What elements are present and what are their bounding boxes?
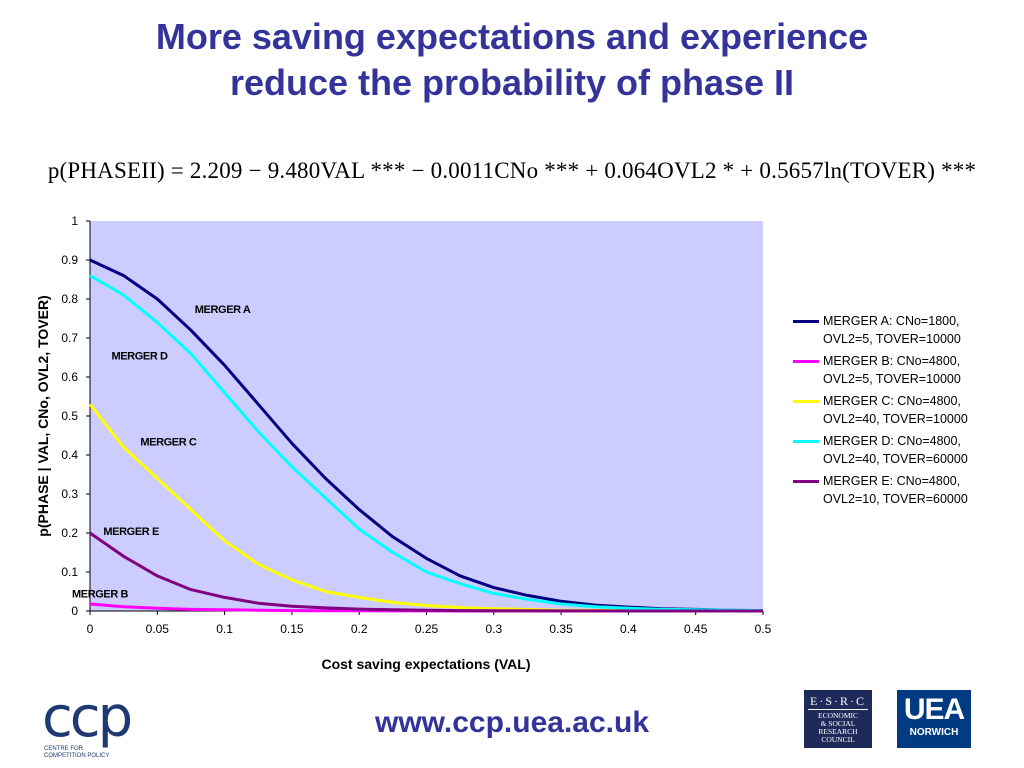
x-tick-label: 0.2 xyxy=(351,622,368,636)
esrc-logo: E·S·R·C ECONOMIC & SOCIAL RESEARCH COUNC… xyxy=(804,690,872,748)
y-tick-label: 0 xyxy=(71,604,78,618)
series-labels: MERGER A MERGER B MERGER C MERGER D MERGER E xyxy=(72,304,251,601)
legend-item: MERGER C: CNo=4800, OVL2=40, TOVER=10000 xyxy=(793,392,1018,428)
uea-logo-title: UEA xyxy=(903,693,965,726)
y-tick-label: 0.9 xyxy=(61,253,78,267)
legend-item: MERGER B: CNo=4800, OVL2=5, TOVER=10000 xyxy=(793,352,1018,388)
uea-logo-subtitle: NORWICH xyxy=(909,727,959,738)
x-tick-label: 0.05 xyxy=(146,622,170,636)
legend-item: MERGER A: CNo=1800, OVL2=5, TOVER=10000 xyxy=(793,312,1018,348)
series-label: MERGER A xyxy=(195,304,251,316)
x-tick-label: 0.4 xyxy=(620,622,637,636)
x-tick-label: 0.15 xyxy=(280,622,304,636)
legend-swatch xyxy=(793,440,819,443)
legend-swatch xyxy=(793,320,819,323)
x-tick-label: 0.5 xyxy=(755,622,772,636)
legend-swatch xyxy=(793,400,819,403)
y-tick-label: 0.2 xyxy=(61,526,78,540)
y-tick-label: 0.6 xyxy=(61,370,78,384)
legend-item: MERGER D: CNo=4800, OVL2=40, TOVER=60000 xyxy=(793,432,1018,468)
esrc-logo-title: E·S·R·C xyxy=(808,694,868,710)
x-tick-label: 0.45 xyxy=(684,622,708,636)
series-line-5 xyxy=(89,531,763,613)
legend-label: MERGER A: CNo=1800, xyxy=(823,314,960,328)
legend-label: MERGER B: CNo=4800, xyxy=(823,354,961,368)
y-tick-label: 0.8 xyxy=(61,292,78,306)
y-tick-label: 0.1 xyxy=(61,565,78,579)
esrc-logo-line-3: RESEARCH xyxy=(818,727,858,736)
legend-label: MERGER D: CNo=4800, xyxy=(823,434,961,448)
series-label: MERGER B xyxy=(72,588,129,600)
esrc-logo-line-4: COUNCIL xyxy=(821,735,855,744)
series-label: MERGER C xyxy=(140,436,197,448)
series-label: MERGER E xyxy=(103,526,159,538)
y-tick-label: 0.3 xyxy=(61,487,78,501)
legend-label: OVL2=10, TOVER=60000 xyxy=(823,492,968,506)
legend-label: MERGER C: CNo=4800, xyxy=(823,394,961,408)
legend-label: OVL2=5, TOVER=10000 xyxy=(823,332,961,346)
ccp-logo-letters: ccp xyxy=(42,685,133,750)
footer-url-link[interactable]: www.ccp.uea.ac.uk xyxy=(375,706,649,739)
axes: 0 0.05 0.1 0.15 0.2 0.25 0.3 0.35 0.4 0.45 0.5 0 0.1… xyxy=(61,214,771,636)
regression-equation: p(PHASEII) = 2.209 − 9.480VAL *** − 0.00… xyxy=(47,158,977,183)
y-axis-label: p(PHASE | VAL, CNo, OVL2, TOVER) xyxy=(35,295,51,536)
slide-title-line-2: reduce the probability of phase II xyxy=(229,62,795,103)
y-tick-label: 0.4 xyxy=(61,448,78,462)
x-tick-label: 0 xyxy=(87,622,94,636)
esrc-logo-line-2: & SOCIAL xyxy=(820,719,856,728)
legend-item: MERGER E: CNo=4800, OVL2=10, TOVER=60000 xyxy=(793,472,1018,508)
esrc-logo-line-1: ECONOMIC xyxy=(817,711,858,720)
x-tick-label: 0.25 xyxy=(415,622,439,636)
uea-logo: UEA NORWICH xyxy=(897,690,971,748)
probability-chart: 0 0.05 0.1 0.15 0.2 0.25 0.3 0.35 0.4 0.45 0.5 0 0.1… xyxy=(35,214,772,672)
legend-swatch xyxy=(793,360,819,363)
series-label: MERGER D xyxy=(111,351,168,363)
ccp-tagline-1: CENTRE FOR xyxy=(44,746,83,752)
y-tick-label: 1 xyxy=(71,214,78,228)
legend-label: OVL2=40, TOVER=60000 xyxy=(823,452,968,466)
slide-title: More saving expectations and experience … xyxy=(0,14,1024,106)
legend-label: OVL2=5, TOVER=10000 xyxy=(823,372,961,386)
chart-legend: MERGER A: CNo=1800, OVL2=5, TOVER=10000 ME… xyxy=(793,312,1018,512)
ccp-tagline-2: COMPETITION POLICY xyxy=(44,753,110,759)
x-tick-label: 0.1 xyxy=(216,622,233,636)
legend-label: OVL2=40, TOVER=10000 xyxy=(823,412,968,426)
ccp-logo: ccp CENTRE FOR COMPETITION POLICY xyxy=(42,690,162,762)
legend-swatch xyxy=(793,480,819,483)
plot-background xyxy=(90,221,763,611)
series-lines xyxy=(88,258,764,613)
legend-label: MERGER E: CNo=4800, xyxy=(823,474,961,488)
x-tick-label: 0.3 xyxy=(485,622,502,636)
x-tick-label: 0.35 xyxy=(549,622,573,636)
y-tick-label: 0.5 xyxy=(61,409,78,423)
y-tick-label: 0.7 xyxy=(61,331,78,345)
x-axis-label: Cost saving expectations (VAL) xyxy=(321,656,530,672)
slide-title-line-1: More saving expectations and experience xyxy=(155,16,869,57)
